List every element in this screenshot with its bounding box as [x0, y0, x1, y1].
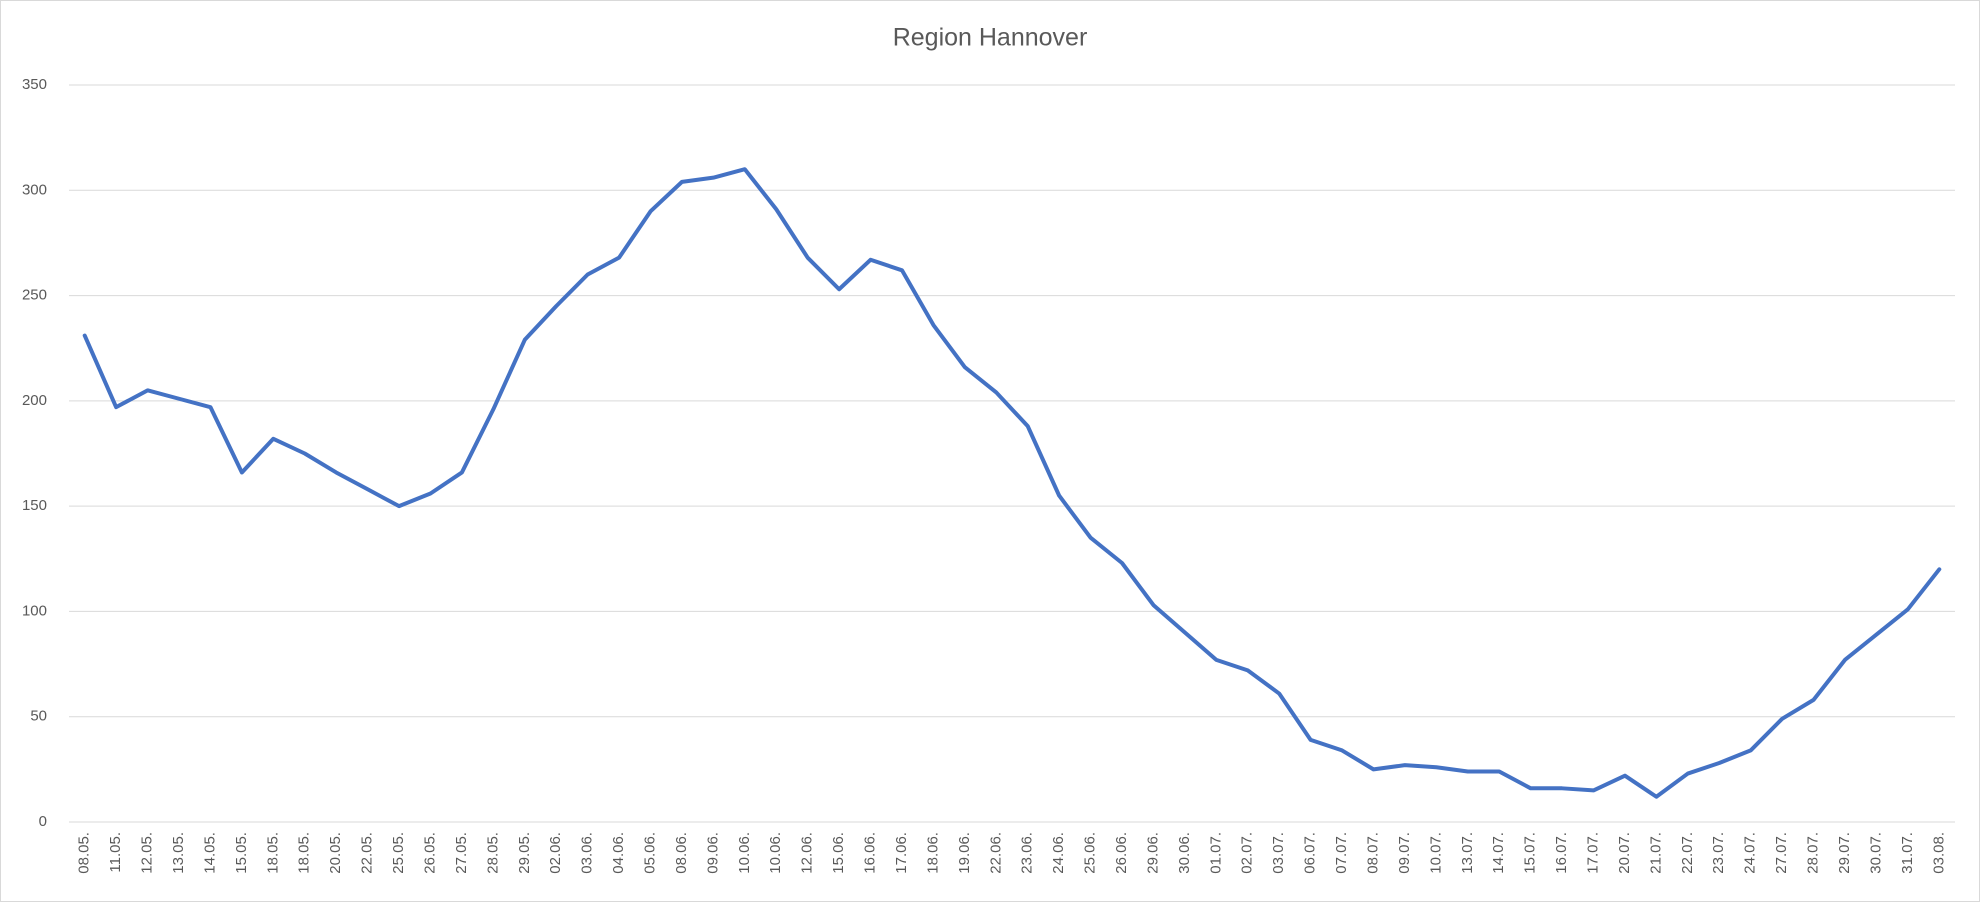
x-tick-label: 02.06. — [547, 832, 564, 874]
x-tick-label: 08.07. — [1364, 832, 1381, 874]
x-tick-label: 10.06. — [767, 832, 784, 874]
x-tick-label: 17.06. — [893, 832, 910, 874]
x-tick-label: 05.06. — [641, 832, 658, 874]
x-tick-label: 12.06. — [799, 832, 816, 874]
y-tick-label: 250 — [22, 287, 47, 304]
x-tick-label: 13.05. — [170, 832, 187, 874]
x-tick-label: 27.05. — [453, 832, 470, 874]
x-tick-label: 19.06. — [956, 832, 973, 874]
x-tick-label: 15.05. — [233, 832, 250, 874]
x-tick-label: 02.07. — [1239, 832, 1256, 874]
x-tick-label: 08.05. — [76, 832, 93, 874]
x-tick-label: 03.07. — [1270, 832, 1287, 874]
x-tick-label: 06.07. — [1302, 832, 1319, 874]
x-tick-label: 15.07. — [1522, 832, 1539, 874]
x-tick-label: 29.06. — [1144, 832, 1161, 874]
y-tick-label: 50 — [30, 708, 47, 725]
line-series — [82, 167, 1942, 799]
x-tick-label: 30.07. — [1867, 832, 1884, 874]
x-tick-label: 11.05. — [107, 832, 124, 873]
x-tick-label: 14.05. — [201, 832, 218, 874]
x-tick-label: 01.07. — [1207, 832, 1224, 874]
y-tick-label: 100 — [22, 602, 47, 619]
y-tick-label: 150 — [22, 497, 47, 514]
x-tick-label: 23.07. — [1710, 832, 1727, 874]
x-tick-label: 03.08. — [1930, 832, 1947, 874]
x-tick-label: 09.06. — [704, 832, 721, 874]
x-tick-label: 25.06. — [1082, 832, 1099, 874]
x-tick-label: 28.07. — [1805, 832, 1822, 874]
x-tick-label: 20.05. — [327, 832, 344, 874]
x-tick-label: 21.07. — [1647, 832, 1664, 874]
x-tick-label: 16.06. — [862, 832, 879, 874]
chart-title: Region Hannover — [893, 24, 1088, 52]
x-tick-label: 10.07. — [1427, 832, 1444, 874]
y-tick-label: 200 — [22, 392, 47, 409]
x-tick-label: 08.06. — [673, 832, 690, 874]
x-tick-label: 13.07. — [1459, 832, 1476, 874]
x-tick-label: 16.07. — [1553, 832, 1570, 874]
x-tick-label: 22.05. — [359, 832, 376, 874]
x-tick-label: 12.05. — [139, 832, 156, 874]
x-tick-label: 29.07. — [1836, 832, 1853, 874]
x-tick-label: 23.06. — [1019, 832, 1036, 874]
y-tick-label: 350 — [22, 76, 47, 93]
x-tick-label: 18.06. — [924, 832, 941, 874]
x-tick-label: 25.05. — [390, 832, 407, 874]
x-tick-label: 15.06. — [830, 832, 847, 874]
x-tick-label: 24.06. — [1050, 832, 1067, 874]
x-tick-label: 17.07. — [1584, 832, 1601, 874]
y-tick-label: 300 — [22, 181, 47, 198]
y-tick-label: 0 — [39, 813, 47, 830]
x-tick-label: 04.06. — [610, 832, 627, 874]
x-tick-label: 09.07. — [1396, 832, 1413, 874]
x-tick-label: 29.05. — [516, 832, 533, 874]
x-tick-label: 24.07. — [1742, 832, 1759, 874]
x-tick-label: 10.06. — [736, 832, 753, 874]
x-tick-label: 27.07. — [1773, 832, 1790, 874]
x-tick-label: 18.05. — [264, 832, 281, 874]
x-tick-label: 22.06. — [987, 832, 1004, 874]
x-tick-label: 28.05. — [484, 832, 501, 874]
x-tick-label: 07.07. — [1333, 832, 1350, 874]
x-tick-label: 26.05. — [421, 832, 438, 874]
x-tick-label: 26.06. — [1113, 832, 1130, 874]
x-tick-label: 14.07. — [1490, 832, 1507, 874]
x-tick-label: 22.07. — [1679, 832, 1696, 874]
x-tick-label: 30.06. — [1176, 832, 1193, 874]
x-tick-label: 03.06. — [579, 832, 596, 874]
x-tick-label: 20.07. — [1616, 832, 1633, 874]
x-tick-label: 31.07. — [1899, 832, 1916, 874]
x-tick-label: 18.05. — [296, 832, 313, 874]
